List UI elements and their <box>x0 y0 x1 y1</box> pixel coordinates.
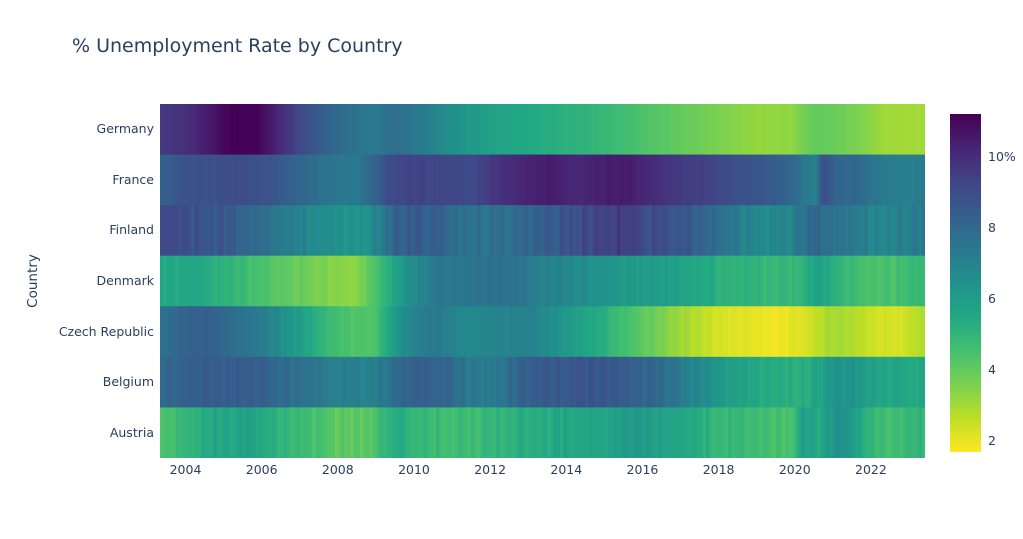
y-tick-label: Czech Republic <box>58 323 154 339</box>
y-tick-label: France <box>112 171 154 187</box>
colorbar-tick-label: 4 <box>988 362 996 378</box>
x-tick-label: 2014 <box>550 462 583 477</box>
x-tick-label: 2020 <box>778 462 811 477</box>
x-tick-label: 2008 <box>321 462 354 477</box>
x-tick-label: 2022 <box>855 462 887 477</box>
x-tick-label: 2004 <box>169 462 202 477</box>
y-tick-label: Denmark <box>96 273 154 288</box>
y-tick-label: Belgium <box>102 374 154 390</box>
colorbar-tick-label: 2 <box>988 433 996 449</box>
x-tick-label: 2012 <box>474 462 507 477</box>
x-tick-label: 2010 <box>398 462 430 477</box>
colorbar-tick-label: 6 <box>988 291 996 306</box>
y-tick-label: Germany <box>96 121 154 137</box>
chart-title: % Unemployment Rate by Country <box>72 35 403 57</box>
heatmap-plot-area[interactable] <box>160 104 925 458</box>
colorbar-tick-label: 10% <box>988 148 1016 164</box>
y-tick-label: Finland <box>109 222 154 238</box>
colorbar-tick-label: 8 <box>988 219 996 235</box>
x-tick-label: 2018 <box>702 462 735 477</box>
x-tick-label: 2006 <box>245 462 278 477</box>
y-tick-label: Austria <box>109 424 154 440</box>
x-tick-label: 2016 <box>626 462 659 477</box>
colorbar-gradient <box>950 114 981 452</box>
